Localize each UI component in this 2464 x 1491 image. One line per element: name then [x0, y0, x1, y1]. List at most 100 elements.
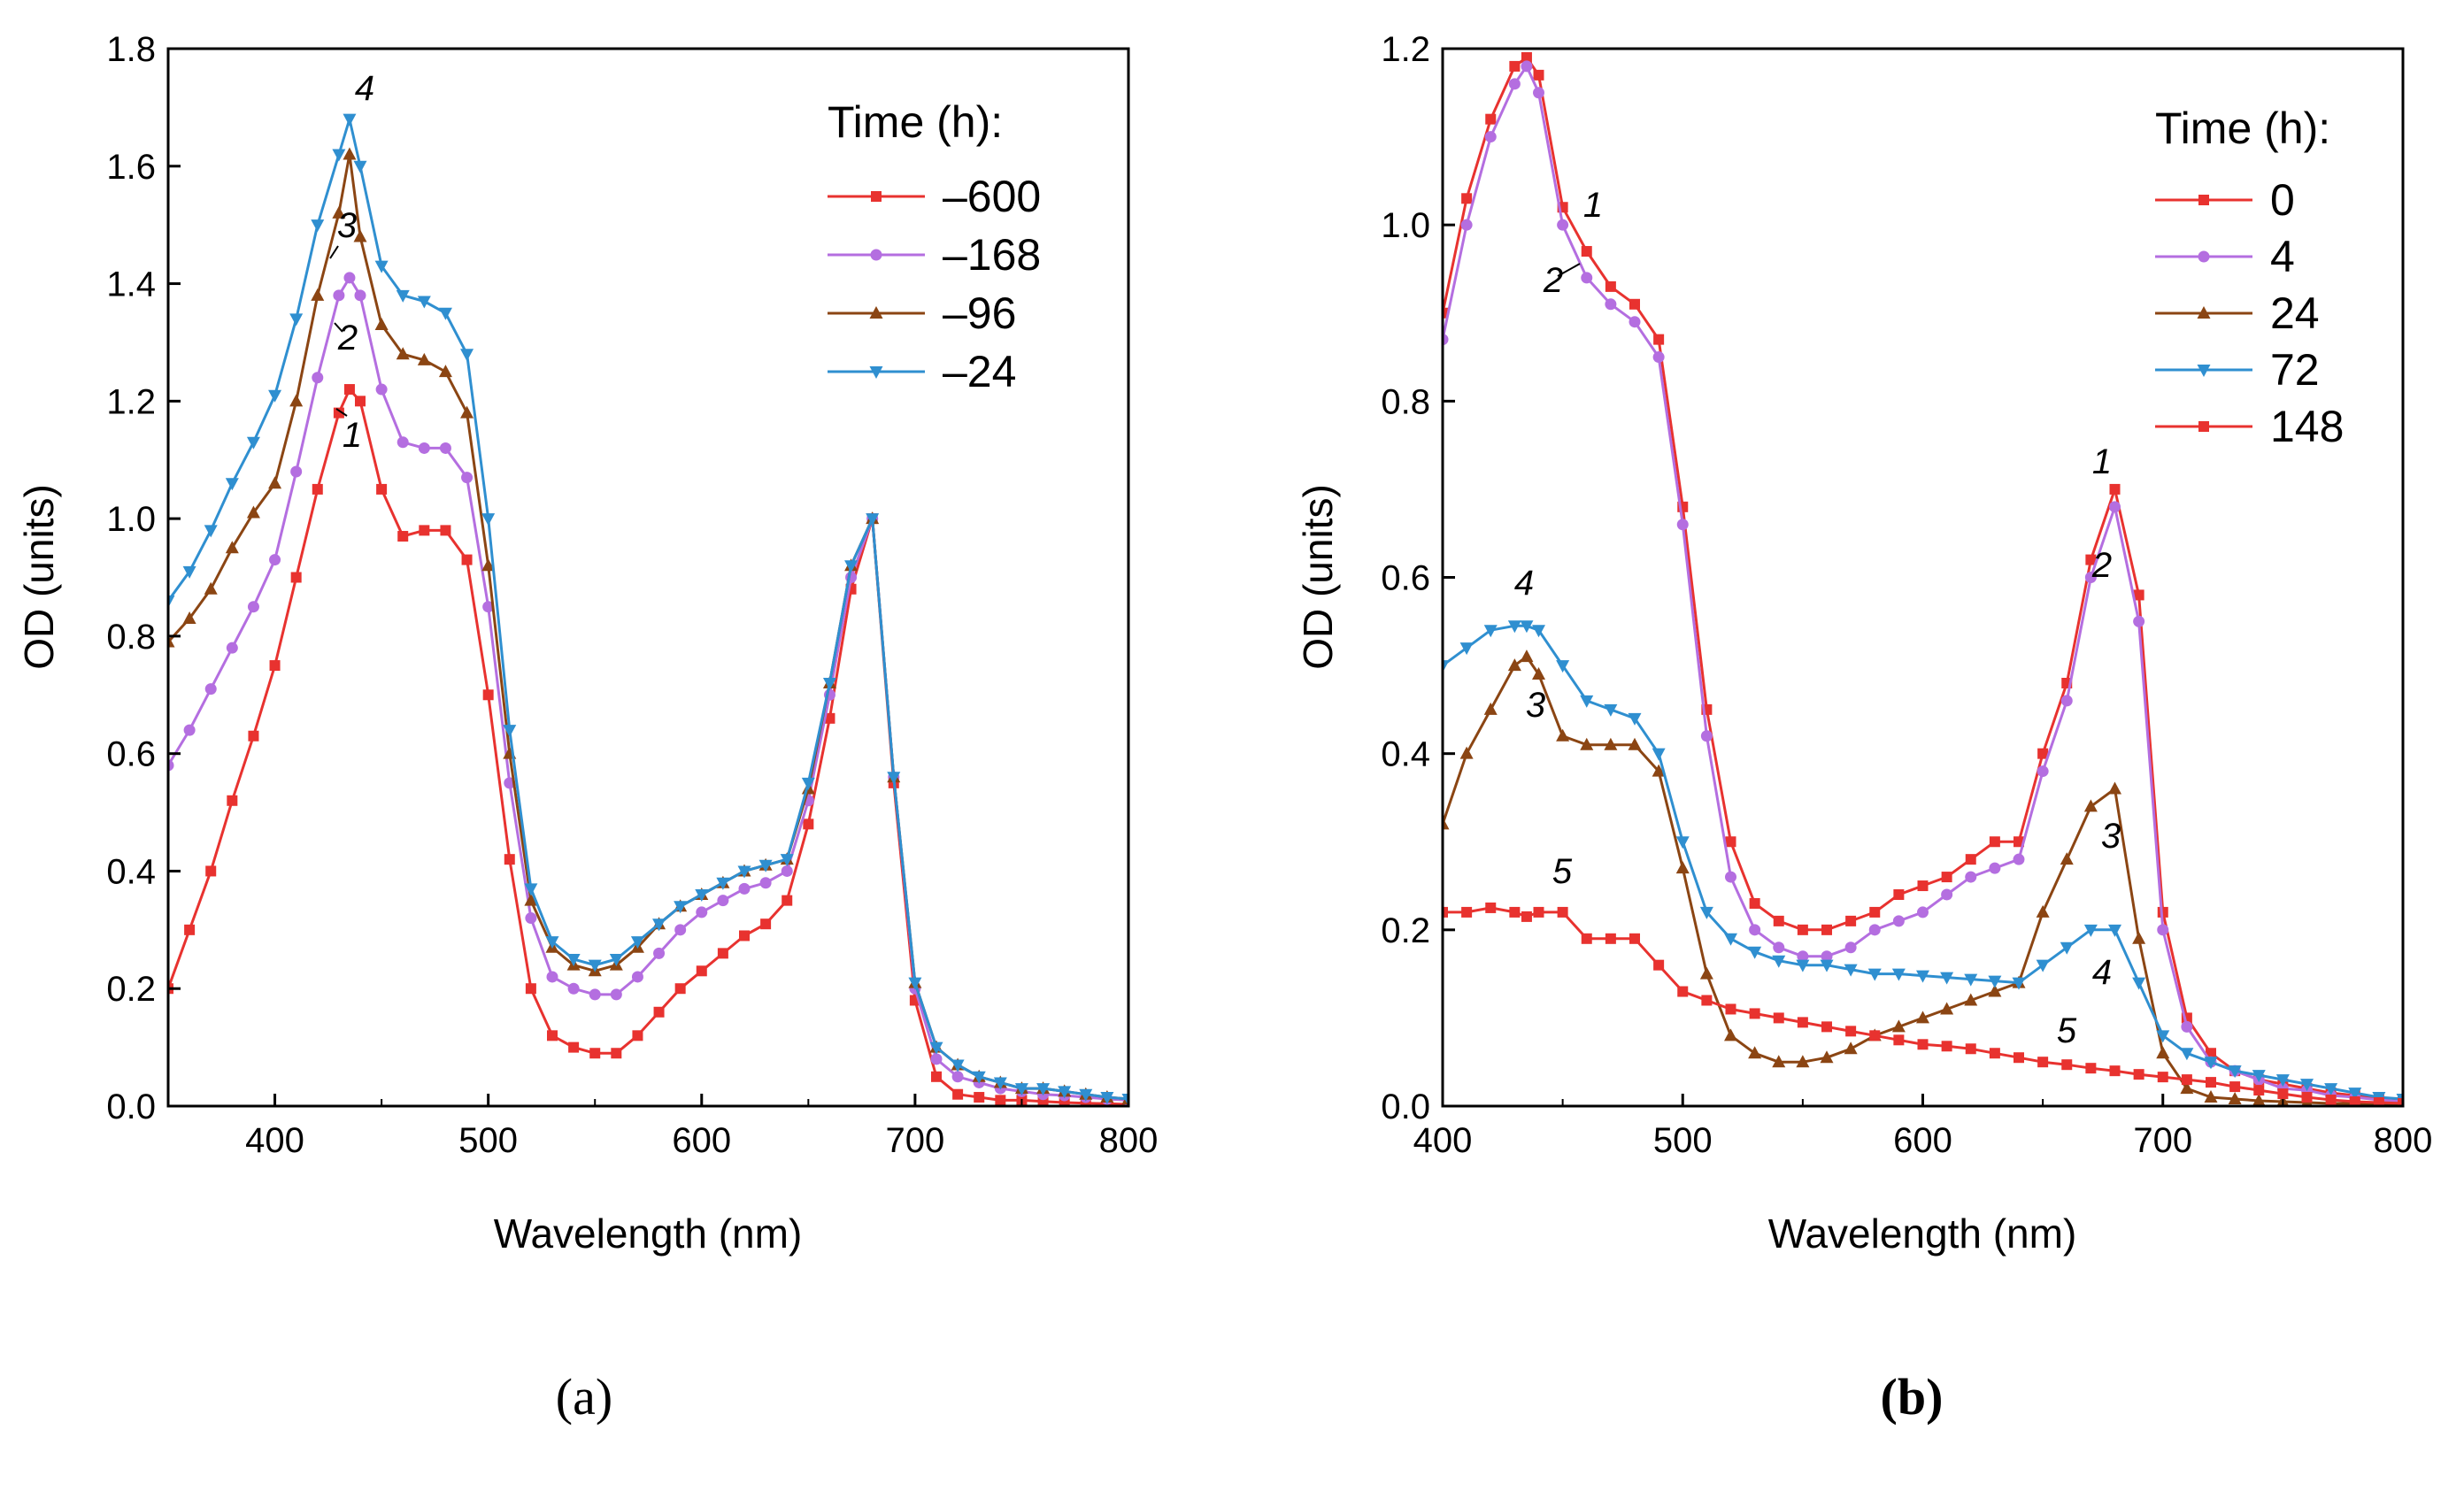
y-tick-label: 0.8: [1381, 382, 1430, 421]
data-point: [1917, 880, 1929, 892]
data-point: [1772, 955, 1786, 968]
data-point: [1461, 906, 1473, 918]
chart-a-panel-letter: a: [573, 1368, 596, 1426]
data-point: [653, 947, 666, 959]
data-point: [1820, 959, 1834, 972]
data-point: [1749, 1008, 1760, 1019]
data-point: [227, 795, 238, 806]
chart-a-legend: Time (h): –600 –168 –96 –24: [828, 97, 1041, 396]
data-point: [993, 1077, 1007, 1090]
chart-b-legend-title: Time (h):: [2155, 104, 2330, 153]
curve-label: 4: [1514, 564, 1534, 603]
data-point: [630, 936, 644, 949]
x-tick-label: 700: [2133, 1121, 2192, 1160]
chart-b-series: [1443, 51, 2403, 1106]
data-point: [1773, 941, 1785, 954]
curve-label-leader: [335, 408, 348, 417]
data-point: [1989, 1048, 2000, 1059]
legend-label: –168: [943, 230, 1041, 280]
data-point: [168, 596, 175, 609]
data-point: [481, 558, 496, 572]
data-point: [1037, 1095, 1049, 1106]
data-point: [2348, 1088, 2362, 1101]
data-point: [1058, 1086, 1072, 1099]
data-point: [1629, 933, 1640, 944]
data-point: [1676, 519, 1689, 531]
data-point: [653, 1006, 665, 1018]
data-point: [290, 572, 302, 583]
data-point: [1940, 1002, 1954, 1015]
data-point: [567, 982, 580, 995]
data-point: [184, 924, 196, 935]
data-point: [1581, 246, 1592, 257]
legend-label: –600: [943, 172, 1041, 221]
data-point: [930, 1053, 943, 1065]
data-point: [609, 954, 623, 967]
data-point: [545, 936, 559, 949]
data-point: [547, 1030, 558, 1041]
data-point: [1521, 51, 1532, 63]
data-point: [929, 1041, 943, 1055]
data-point: [354, 289, 366, 302]
data-point: [1797, 950, 1809, 963]
curve-label: 1: [343, 416, 362, 455]
data-point: [312, 372, 324, 384]
data-point: [1941, 888, 1953, 901]
data-point: [1580, 695, 1594, 708]
data-point: [1629, 298, 1640, 310]
data-point: [2252, 1070, 2266, 1083]
data-point: [1797, 924, 1808, 935]
data-point: [1628, 712, 1642, 726]
data-point: [269, 554, 281, 566]
data-point: [290, 465, 303, 478]
data-point: [2013, 853, 2025, 865]
x-tick-label: 600: [1893, 1121, 1952, 1160]
curve-label: 3: [1526, 686, 1545, 725]
curve-label: 3: [337, 206, 357, 245]
data-point: [396, 347, 410, 360]
data-point: [972, 1071, 986, 1084]
data-point: [2325, 1095, 2337, 1106]
data-point: [1509, 906, 1521, 918]
data-point: [1533, 906, 1544, 918]
data-point: [1443, 817, 1450, 830]
legend-label: 24: [2270, 288, 2320, 338]
data-point: [1725, 836, 1736, 848]
data-point: [1989, 836, 2000, 848]
legend-entry: 4: [2155, 232, 2295, 281]
data-point: [418, 442, 430, 454]
data-point: [524, 883, 538, 896]
curve-label: 2: [337, 319, 358, 357]
series-72: [1443, 620, 2403, 1106]
data-point: [1820, 1050, 1834, 1064]
data-point: [2133, 615, 2145, 627]
data-point: [246, 436, 260, 450]
legend-label: –96: [943, 288, 1016, 338]
data-point: [2085, 554, 2097, 565]
data-point: [2037, 1057, 2049, 1068]
data-point: [503, 725, 517, 738]
data-point: [438, 365, 452, 378]
data-point: [1773, 1012, 1784, 1024]
data-point: [1605, 281, 1616, 292]
chart-b-legend: Time (h): 0 4 24 72 148: [2155, 104, 2344, 451]
data-point: [1604, 703, 1618, 717]
data-point: [2301, 1092, 2313, 1103]
data-point: [374, 260, 389, 273]
data-point: [1941, 872, 1952, 883]
data-point: [781, 865, 793, 877]
y-tick-label: 0.0: [1381, 1088, 1430, 1126]
data-point: [1844, 941, 1857, 954]
data-point: [1604, 737, 1618, 750]
data-point: [2228, 1065, 2242, 1079]
data-point: [2180, 1081, 2194, 1095]
data-point: [343, 147, 357, 160]
data-point: [951, 1071, 964, 1083]
data-point: [268, 389, 282, 403]
data-point: [1605, 298, 1617, 311]
data-point: [824, 712, 835, 724]
data-point: [844, 560, 859, 573]
data-point: [2133, 589, 2144, 601]
data-point: [2181, 1020, 2193, 1033]
